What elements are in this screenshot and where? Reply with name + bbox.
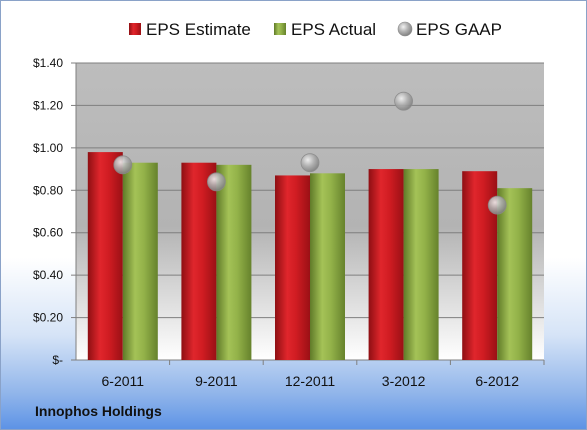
- eps-actual-bar: [497, 188, 533, 360]
- eps-gaap-point: [113, 155, 133, 175]
- y-tick-label: $0.40: [33, 268, 63, 282]
- x-tick-label: 9-2011: [195, 373, 238, 389]
- eps-actual-bar: [122, 162, 158, 360]
- y-tick-label: $1.00: [33, 141, 63, 155]
- eps-estimate-bar: [275, 175, 310, 360]
- y-tick-label: $1.40: [33, 56, 63, 70]
- x-tick-label: 12-2011: [285, 373, 336, 389]
- x-tick-label: 6-2011: [102, 373, 145, 389]
- company-label: Innophos Holdings: [35, 403, 162, 419]
- eps-gaap-point: [300, 153, 320, 173]
- y-tick-label: $-: [52, 353, 63, 367]
- eps-estimate-bar: [368, 169, 404, 360]
- eps-estimate-bar: [87, 152, 123, 360]
- x-tick-label: 6-2012: [475, 373, 519, 389]
- eps-actual-bar: [216, 164, 252, 360]
- legend-eps-estimate-marker: [129, 23, 141, 35]
- y-tick-label: $0.20: [33, 311, 63, 325]
- y-tick-label: $0.80: [33, 183, 63, 197]
- legend-eps-actual-marker: [274, 23, 286, 35]
- x-tick-label: 3-2012: [382, 373, 426, 389]
- eps-gaap-point: [206, 172, 226, 192]
- legend-eps-gaap-label: EPS GAAP: [416, 20, 502, 39]
- legend-eps-estimate-label: EPS Estimate: [146, 20, 251, 39]
- legend-eps-gaap-marker: [397, 21, 413, 37]
- eps-estimate-bar: [181, 162, 217, 360]
- eps-actual-bar: [310, 173, 345, 360]
- legend-eps-actual-label: EPS Actual: [291, 20, 376, 39]
- y-tick-label: $0.60: [33, 226, 63, 240]
- eps-gaap-point: [394, 91, 414, 111]
- eps-actual-bar: [403, 169, 439, 360]
- y-tick-label: $1.20: [33, 98, 63, 112]
- eps-gaap-point: [487, 195, 507, 215]
